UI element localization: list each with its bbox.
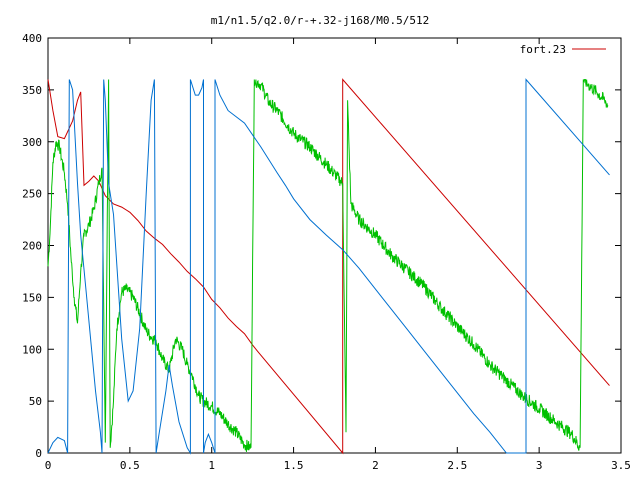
series-line-3 [47,78,610,455]
x-tick-label: 2.5 [447,459,467,472]
x-tick-label: 3.5 [611,459,631,472]
x-tick-label: 0.5 [120,459,140,472]
y-tick-label: 300 [22,136,42,149]
y-tick-label: 400 [22,32,42,45]
x-tick-label: 1.5 [284,459,304,472]
y-tick-label: 250 [22,188,42,201]
series-line-1 [47,78,610,455]
plot-frame [47,37,622,454]
axis-ticks: 0 0.5 1 1.5 2 2.5 3 3.5 0 50 100 150 200 250 300 350 400 [22,32,631,472]
y-tick-label: 0 [35,447,42,460]
y-tick-label: 50 [29,395,42,408]
y-tick-label: 350 [22,84,42,97]
chart-title: m1/n1.5/q2.0/r-+.32-j168/M0.5/512 [211,14,430,27]
x-tick-label: 1 [208,459,215,472]
y-tick-label: 150 [22,291,42,304]
y-tick-label: 100 [22,343,42,356]
series-lines [47,78,610,455]
legend-label: fort.23 [520,43,566,56]
x-tick-label: 3 [536,459,543,472]
x-tick-label: 2 [372,459,379,472]
x-tick-label: 0 [45,459,52,472]
y-tick-label: 200 [22,240,42,253]
legend: fort.23 [520,43,606,56]
series-line-2 [47,79,609,452]
